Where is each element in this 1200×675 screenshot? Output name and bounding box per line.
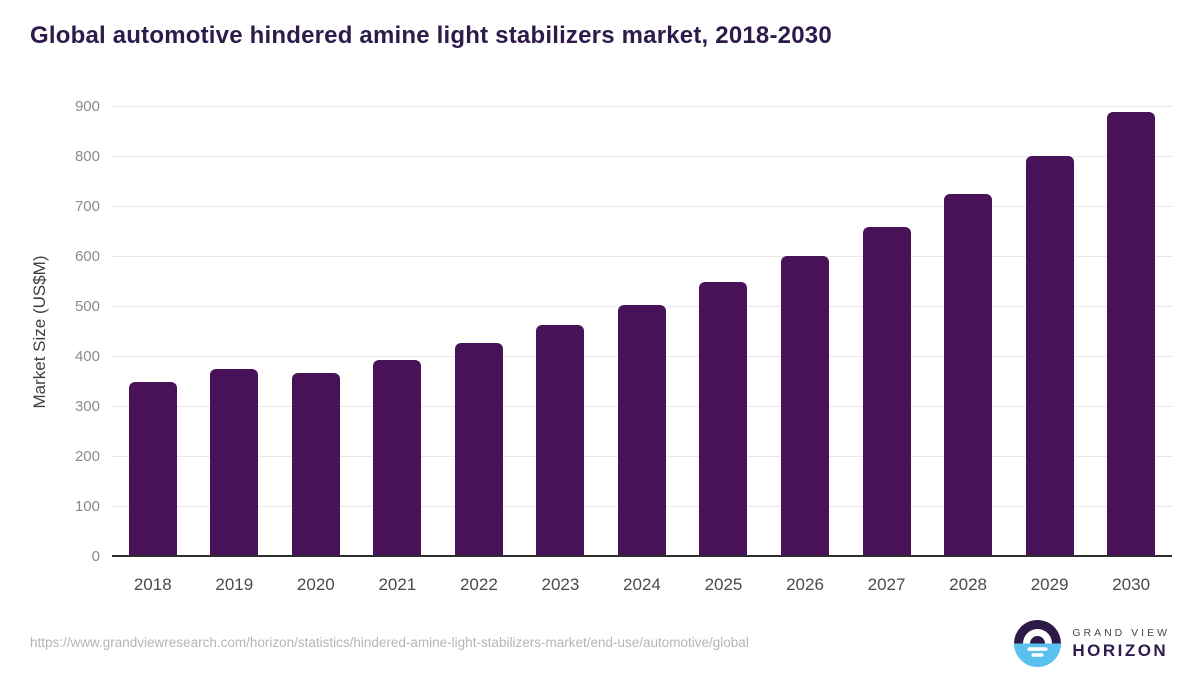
source-url: https://www.grandviewresearch.com/horizo… xyxy=(30,635,749,650)
bar-2020 xyxy=(291,373,340,557)
gridline xyxy=(112,206,1172,207)
y-tick-label: 500 xyxy=(74,298,100,315)
brand-name-top: GRAND VIEW xyxy=(1072,626,1170,639)
bar-slot xyxy=(601,107,683,557)
x-axis-tick-labels: 2018 2019 2020 2021 2022 2023 2024 2025 2026 2027… xyxy=(112,575,1172,595)
horizon-sun-icon xyxy=(1014,620,1062,667)
x-tick-label: 2023 xyxy=(541,575,580,594)
brand-logo-text: GRAND VIEW HORIZON xyxy=(1072,627,1170,661)
bar-2023 xyxy=(536,325,585,557)
brand-logo: GRAND VIEW HORIZON xyxy=(1014,620,1170,667)
bar-slot xyxy=(194,107,276,557)
bar-2019 xyxy=(210,368,259,557)
y-tick-label: 100 xyxy=(74,498,100,515)
bar-2022 xyxy=(454,343,503,557)
bar-slot xyxy=(112,107,194,557)
brand-name-bottom: HORIZON xyxy=(1072,640,1169,660)
bar-slot xyxy=(438,107,520,557)
x-tick-label: 2022 xyxy=(459,575,498,594)
bar-2018 xyxy=(128,382,177,557)
x-tick-label: 2026 xyxy=(786,575,824,594)
bar-slot xyxy=(1009,107,1091,557)
gridline xyxy=(112,256,1172,257)
y-tick-label: 400 xyxy=(74,348,100,365)
bar-2029 xyxy=(1025,155,1074,557)
x-tick-label: 2029 xyxy=(1030,575,1069,594)
x-axis-line xyxy=(112,555,1172,557)
x-tick-label: 2025 xyxy=(704,575,743,594)
bar-2021 xyxy=(373,359,422,557)
chart-title: Global automotive hindered amine light s… xyxy=(30,22,832,49)
bar-slot xyxy=(357,107,439,557)
y-tick-label: 300 xyxy=(74,398,100,415)
bar-2030 xyxy=(1107,111,1156,557)
bar-2024 xyxy=(617,305,666,557)
x-tick-label: 2019 xyxy=(215,575,254,594)
gridline xyxy=(112,106,1172,107)
y-tick-label: 600 xyxy=(74,248,100,265)
bar-2026 xyxy=(781,256,830,557)
bar-slot xyxy=(683,107,765,557)
bar-slot xyxy=(1090,107,1172,557)
bar-slot xyxy=(927,107,1009,557)
x-tick-label: 2020 xyxy=(296,575,335,594)
y-tick-label: 0 xyxy=(91,548,100,565)
y-tick-label: 800 xyxy=(74,148,100,165)
y-axis-tick-labels: 0 100 200 300 400 500 600 700 800 900 xyxy=(28,98,100,565)
x-tick-label: 2027 xyxy=(867,575,906,594)
bar-2028 xyxy=(944,193,993,557)
x-tick-label: 2030 xyxy=(1112,575,1151,594)
x-tick-label: 2028 xyxy=(949,575,987,594)
bar-slot xyxy=(764,107,846,557)
gridline xyxy=(112,156,1172,157)
x-tick-label: 2021 xyxy=(378,575,417,594)
plot-area xyxy=(112,106,1172,557)
x-tick-label: 2018 xyxy=(133,575,172,594)
bar-series xyxy=(112,107,1172,557)
bar-slot xyxy=(846,107,928,557)
bar-2025 xyxy=(699,282,748,557)
bar-slot xyxy=(275,107,357,557)
y-tick-label: 700 xyxy=(74,198,100,215)
y-tick-label: 200 xyxy=(74,448,100,465)
bar-2027 xyxy=(862,227,911,557)
x-tick-label: 2024 xyxy=(623,575,661,594)
y-tick-label: 900 xyxy=(74,98,100,115)
bar-slot xyxy=(520,107,602,557)
